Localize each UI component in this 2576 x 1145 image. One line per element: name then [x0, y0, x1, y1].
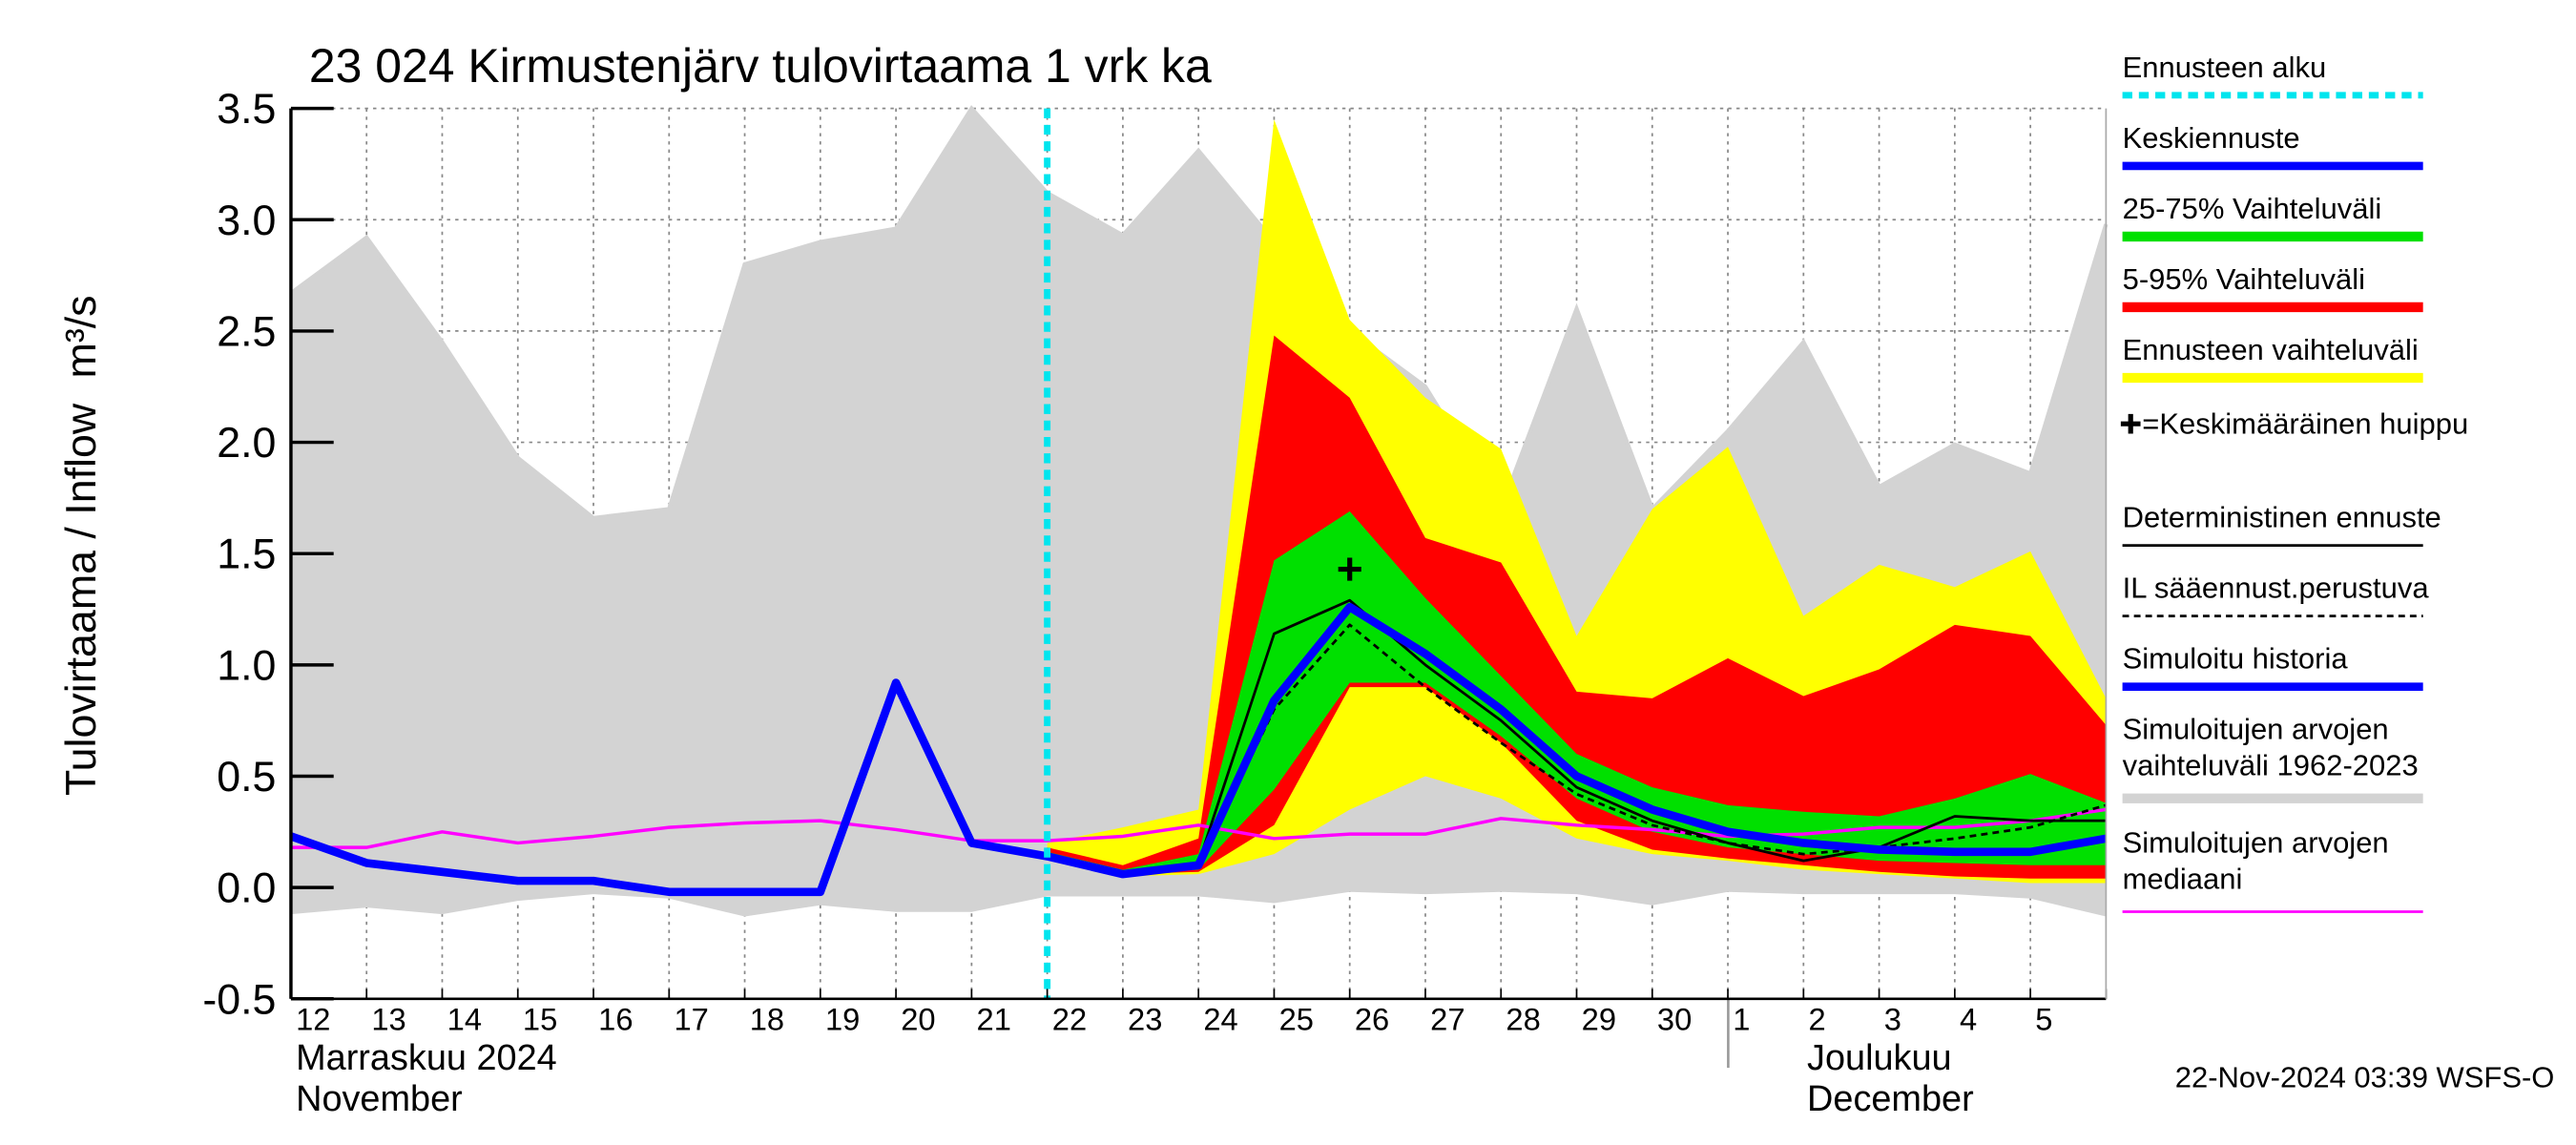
y-tick-label: -0.5	[202, 975, 276, 1023]
legend-label: 25-75% Vaihteluväli	[2122, 192, 2382, 225]
legend-label-box: Keskiennuste	[2122, 121, 2300, 155]
month-label: Joulukuu	[1807, 1038, 1952, 1078]
plot-area	[289, 105, 2109, 1000]
legend-label-box: Simuloitu historia	[2122, 642, 2348, 676]
y-tick-label: 0.0	[217, 864, 276, 912]
x-tick-label: 17	[674, 1001, 708, 1036]
legend-label-box: Deterministinen ennuste	[2122, 501, 2441, 534]
legend-label: Simuloitujen arvojen mediaani	[2122, 825, 2389, 896]
x-tick-label: 26	[1355, 1001, 1389, 1036]
series-line	[1046, 602, 2108, 879]
chart-title: 23 024 Kirmustenjärv tulovirtaama 1 vrk …	[309, 39, 1212, 93]
x-tick-label: 19	[825, 1001, 860, 1036]
x-tick-label: 22	[1052, 1001, 1087, 1036]
legend-label: Simuloitu historia	[2122, 642, 2348, 676]
legend-label: Keskiennuste	[2122, 121, 2300, 155]
legend: Ennusteen alku Keskiennuste 25-75% Vaihtel…	[2120, 51, 2469, 913]
x-tick-label: 21	[977, 1001, 1011, 1036]
legend-label: IL sääennust.perustuva	[2122, 572, 2429, 605]
legend-label-box: 25-75% Vaihteluväli	[2122, 192, 2382, 225]
x-tick-label: 3	[1884, 1001, 1901, 1036]
y-tick-label: 1.5	[217, 531, 276, 578]
y-tick-label: 3.0	[217, 197, 276, 244]
x-tick-label: 13	[371, 1001, 405, 1036]
legend-peak-symbol	[2120, 413, 2141, 434]
range-band	[1047, 335, 2107, 879]
month-label: December	[1807, 1079, 1974, 1119]
y-tick-label: 3.5	[217, 85, 276, 133]
legend-label-box: Simuloitujen arvojen vaihteluväli 1962-2…	[2122, 713, 2419, 782]
month-label: Marraskuu 2024	[296, 1038, 557, 1078]
x-tick-label: 23	[1128, 1001, 1162, 1036]
series-line	[290, 807, 2107, 849]
y-tick-label: 0.5	[217, 753, 276, 801]
x-tick-label: 18	[750, 1001, 784, 1036]
legend-label-box: Simuloitujen arvojen mediaani	[2122, 825, 2389, 896]
legend-label-box: IL sääennust.perustuva	[2122, 572, 2429, 605]
legend-label: =Keskimääräinen huippu	[2142, 406, 2469, 441]
range-band	[1047, 510, 2107, 875]
x-tick-label: 20	[901, 1001, 935, 1036]
legend-label: Ennusteen alku	[2122, 51, 2327, 84]
x-tick-label: 27	[1430, 1001, 1465, 1036]
series-line	[289, 678, 1049, 897]
y-axis-label: Tulovirtaama / Inflow	[57, 403, 105, 796]
x-tick-label: 24	[1203, 1001, 1237, 1036]
x-tick-label: 14	[447, 1001, 482, 1036]
legend-label: Deterministinen ennuste	[2122, 501, 2441, 534]
peak-marker	[1338, 557, 1361, 581]
x-tick-label: 29	[1582, 1001, 1616, 1036]
legend-label: Simuloitujen arvojen vaihteluväli 1962-2…	[2122, 713, 2419, 782]
x-tick-label: 16	[598, 1001, 633, 1036]
x-tick-label: 28	[1506, 1001, 1540, 1036]
x-tick-label: 5	[2035, 1001, 2052, 1036]
legend-label-box: 5-95% Vaihteluväli	[2122, 262, 2366, 296]
legend-label: 5-95% Vaihteluväli	[2122, 262, 2366, 296]
legend-label-box: Ennusteen vaihteluväli	[2122, 333, 2419, 366]
x-tick-label: 1	[1733, 1001, 1750, 1036]
x-tick-label: 4	[1960, 1001, 1977, 1036]
footer: 22-Nov-2024 03:39 WSFS-O	[2175, 1061, 2555, 1094]
month-label: November	[296, 1079, 463, 1119]
y-axis-unit: m³/s	[57, 295, 105, 378]
x-tick-label: 30	[1657, 1001, 1692, 1036]
y-tick-label: 2.0	[217, 419, 276, 467]
x-tick-label: 15	[523, 1001, 557, 1036]
x-tick-label: 25	[1279, 1001, 1314, 1036]
y-tick-label: 1.0	[217, 641, 276, 689]
legend-label: Ennusteen vaihteluväli	[2122, 333, 2419, 366]
range-band-edge	[289, 105, 2109, 521]
series-line	[1047, 598, 2107, 874]
x-tick-label: 12	[296, 1001, 330, 1036]
legend-label-box: Ennusteen alku	[2122, 51, 2327, 84]
legend-label-box: =Keskimääräinen huippu	[2142, 406, 2469, 441]
x-tick-label: 2	[1808, 1001, 1825, 1036]
y-tick-label: 2.5	[217, 307, 276, 355]
